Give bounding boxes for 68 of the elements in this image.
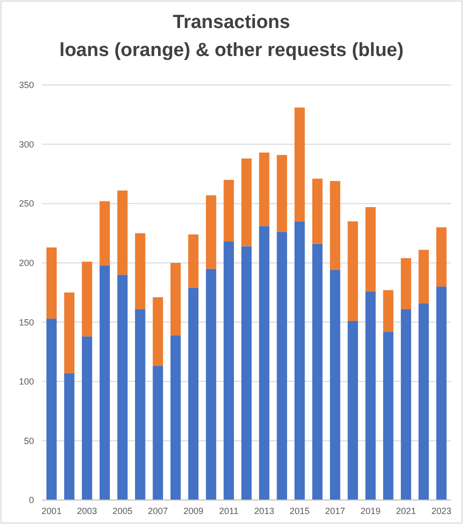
bar	[170, 335, 181, 500]
x-tick-label: 2009	[183, 506, 204, 516]
bar	[383, 290, 394, 332]
bar	[100, 201, 110, 266]
y-tick-label: 300	[18, 139, 34, 150]
chart-title: Transactions	[172, 12, 290, 33]
bar	[276, 154, 288, 232]
bar	[330, 270, 340, 500]
bar	[312, 244, 323, 500]
x-tick-label: 2017	[325, 506, 346, 516]
bar	[348, 320, 358, 500]
bar	[224, 242, 234, 500]
y-tick-label: 150	[18, 317, 34, 328]
bar	[206, 195, 216, 269]
bar	[259, 226, 270, 500]
bar	[400, 309, 412, 500]
bar	[224, 180, 234, 242]
bar	[64, 373, 74, 500]
bar	[436, 286, 447, 500]
x-tick-label: 2023	[431, 506, 452, 516]
x-tick-label: 2001	[42, 506, 62, 516]
bar	[188, 234, 198, 288]
bar	[117, 190, 128, 275]
y-tick-label: 50	[24, 436, 34, 446]
bar	[330, 181, 340, 270]
x-tick-label: 2007	[148, 506, 168, 516]
bar	[135, 309, 146, 500]
x-tick-label: 2019	[360, 506, 381, 516]
bar	[294, 108, 305, 222]
bar	[64, 292, 74, 374]
bar	[365, 207, 376, 292]
x-tick-label: 2003	[76, 506, 98, 516]
bar	[418, 303, 429, 500]
bar	[400, 258, 412, 310]
bar	[152, 297, 164, 366]
x-tick-label: 2011	[219, 506, 238, 516]
bar	[82, 262, 92, 336]
bar	[276, 232, 288, 500]
bar	[188, 288, 198, 500]
bar	[170, 262, 181, 336]
y-tick-label: 350	[18, 80, 34, 90]
bar	[294, 221, 305, 500]
bar	[46, 318, 57, 500]
bar	[100, 265, 110, 500]
bar	[348, 221, 358, 321]
chart-subtitle: loans (orange) & other requests (blue)	[59, 40, 404, 61]
bar	[241, 246, 252, 500]
y-tick-label: 200	[18, 258, 34, 268]
bar	[46, 247, 57, 319]
bar	[365, 291, 376, 500]
bar	[206, 268, 216, 500]
x-tick-label: 2015	[290, 506, 310, 516]
bar	[152, 366, 164, 500]
bar	[82, 336, 92, 500]
y-tick-label: 0	[28, 495, 34, 506]
bar	[259, 152, 270, 226]
x-tick-label: 2005	[112, 506, 132, 516]
x-tick-label: 2021	[396, 506, 416, 516]
bar	[436, 227, 447, 287]
x-tick-label: 2013	[254, 506, 274, 516]
bar	[117, 274, 128, 500]
bar	[312, 178, 323, 244]
bar	[383, 332, 394, 500]
y-tick-label: 100	[18, 376, 34, 387]
bar	[418, 250, 429, 304]
bar	[135, 233, 146, 310]
y-tick-label: 250	[18, 198, 34, 209]
bar	[241, 158, 252, 246]
